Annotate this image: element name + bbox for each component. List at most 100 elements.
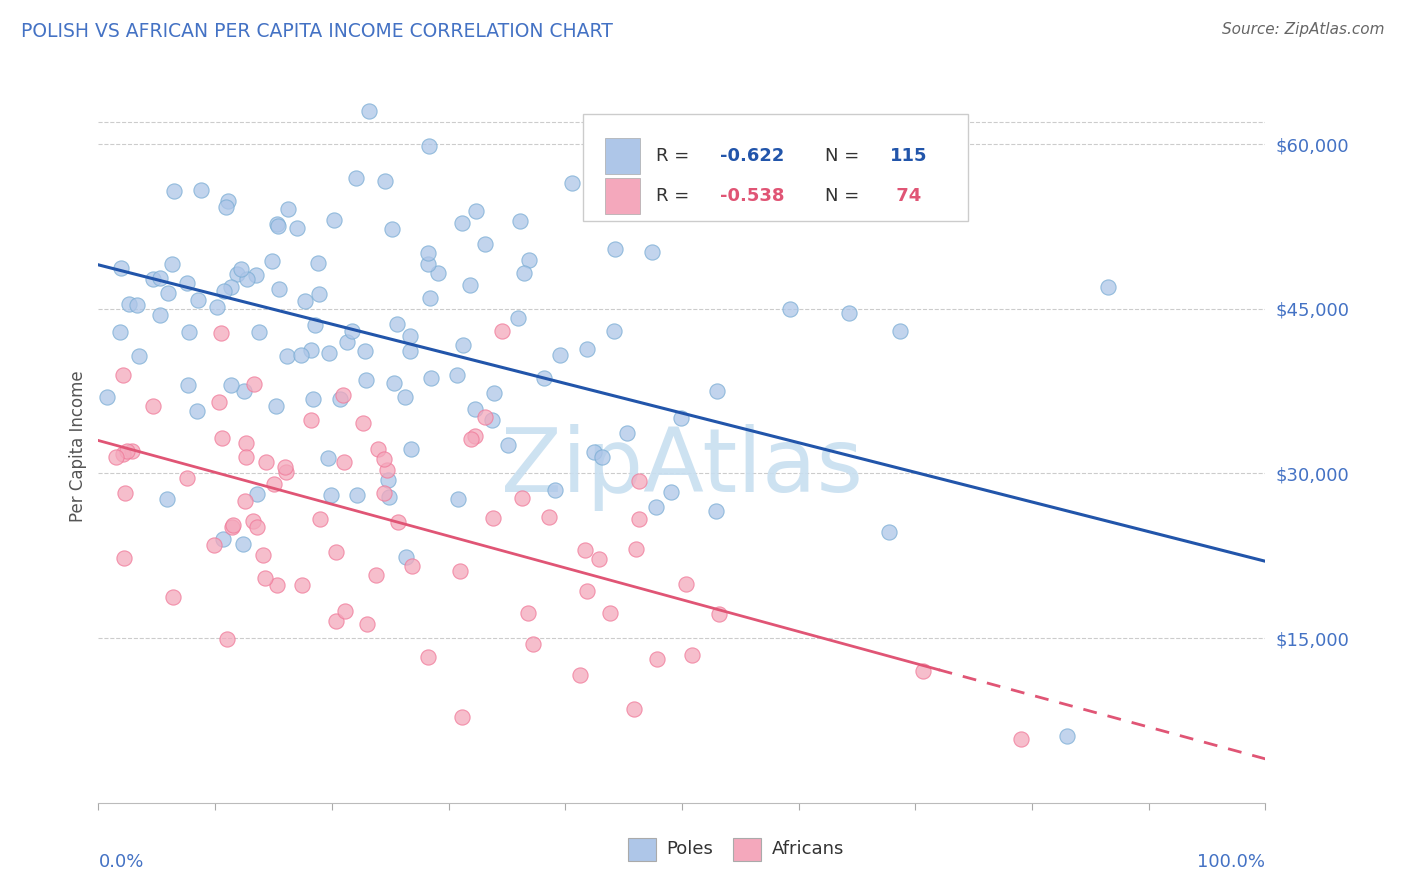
Text: R =: R =	[657, 186, 695, 204]
Point	[460, 278, 482, 293]
Point	[232, 537, 254, 551]
Point	[877, 524, 900, 539]
Point	[509, 214, 531, 228]
Point	[506, 311, 529, 326]
Point	[243, 377, 266, 392]
Point	[325, 614, 347, 628]
Text: -0.622: -0.622	[720, 146, 785, 165]
Text: 0.0%: 0.0%	[98, 853, 143, 871]
Point	[482, 386, 505, 401]
Y-axis label: Per Capita Income: Per Capita Income	[69, 370, 87, 522]
Point	[157, 286, 180, 301]
Text: Poles: Poles	[666, 840, 714, 858]
Point	[401, 558, 423, 573]
FancyBboxPatch shape	[605, 138, 640, 174]
Point	[252, 548, 274, 562]
Point	[205, 300, 228, 314]
Point	[460, 432, 482, 446]
Point	[591, 450, 613, 465]
Point	[236, 271, 259, 285]
Point	[838, 306, 860, 320]
Point	[510, 491, 533, 505]
Point	[273, 459, 295, 474]
Point	[359, 104, 381, 119]
Point	[416, 257, 439, 271]
Point	[294, 293, 316, 308]
Point	[299, 412, 322, 426]
Point	[399, 329, 422, 343]
Point	[779, 301, 801, 316]
Point	[603, 242, 626, 256]
Point	[217, 632, 239, 646]
Point	[299, 343, 322, 357]
Point	[104, 450, 127, 464]
Point	[628, 511, 651, 525]
Point	[538, 510, 561, 524]
Point	[344, 170, 367, 185]
Point	[246, 520, 269, 534]
Point	[177, 325, 200, 339]
Text: 115: 115	[890, 146, 927, 165]
Point	[235, 450, 257, 464]
Point	[121, 443, 143, 458]
FancyBboxPatch shape	[605, 178, 640, 213]
Point	[260, 253, 283, 268]
Point	[373, 486, 395, 500]
Point	[202, 538, 225, 552]
Point	[226, 268, 249, 282]
Point	[641, 245, 664, 260]
Point	[419, 291, 441, 305]
Point	[245, 268, 267, 282]
Point	[190, 183, 212, 197]
Point	[464, 401, 486, 416]
Point	[447, 491, 470, 506]
Point	[418, 138, 440, 153]
Point	[156, 491, 179, 506]
Point	[418, 246, 440, 260]
Point	[215, 200, 238, 214]
Point	[498, 438, 520, 452]
Point	[186, 404, 208, 418]
Point	[451, 216, 474, 230]
Point	[1097, 279, 1119, 293]
Point	[212, 284, 235, 298]
Point	[644, 500, 666, 515]
Text: Source: ZipAtlas.com: Source: ZipAtlas.com	[1222, 22, 1385, 37]
Point	[889, 324, 911, 338]
Point	[231, 261, 253, 276]
Point	[399, 442, 422, 456]
Point	[516, 606, 538, 620]
Point	[110, 260, 132, 275]
Point	[111, 368, 134, 383]
Point	[318, 346, 340, 360]
Point	[354, 344, 377, 359]
Point	[217, 194, 239, 208]
Point	[176, 471, 198, 485]
Point	[142, 272, 165, 286]
Point	[627, 474, 650, 488]
Point	[427, 266, 450, 280]
Point	[114, 486, 136, 500]
Point	[568, 668, 591, 682]
Point	[416, 649, 439, 664]
Point	[464, 429, 486, 443]
Point	[232, 384, 254, 399]
Point	[367, 442, 389, 456]
Point	[322, 212, 344, 227]
Point	[419, 371, 441, 385]
Point	[325, 545, 347, 559]
Point	[149, 270, 172, 285]
Point	[246, 487, 269, 501]
Point	[561, 176, 583, 190]
Point	[669, 411, 692, 425]
Point	[329, 392, 352, 406]
Point	[316, 451, 339, 466]
Point	[707, 607, 730, 621]
Point	[263, 476, 285, 491]
Point	[277, 202, 299, 216]
Point	[235, 436, 257, 450]
Point	[352, 416, 374, 430]
Point	[233, 493, 256, 508]
Point	[128, 349, 150, 363]
Point	[162, 590, 184, 604]
